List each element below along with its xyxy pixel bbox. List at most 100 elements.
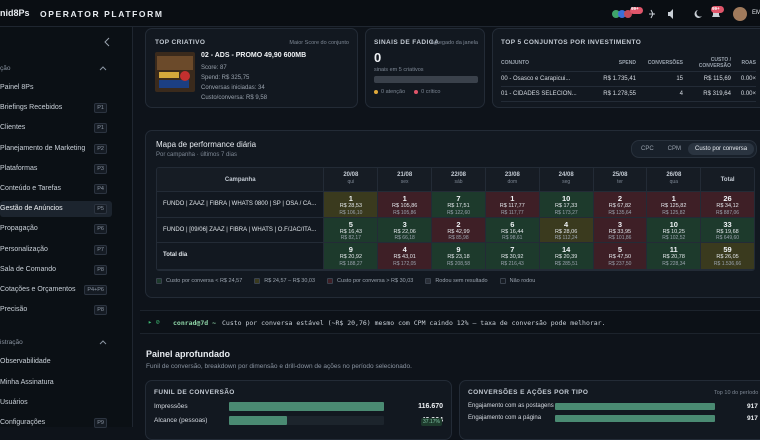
cost-per-conversion: R$ 105,86: [391, 203, 418, 209]
section-chevron[interactable]: [99, 339, 107, 346]
heatmap-cell[interactable]: 4 R$ 28,06 R$ 112,24: [538, 217, 593, 242]
weekday: ter: [617, 179, 623, 185]
column-header: ROAS: [741, 60, 756, 66]
heatmap-cell[interactable]: 1 R$ 105,86 R$ 105,86: [377, 192, 432, 217]
nav-item[interactable]: Personalização P7: [0, 242, 112, 258]
heatmap-cell[interactable]: 1 R$ 117,77 R$ 117,77: [484, 192, 539, 217]
heatmap-cell[interactable]: 1 R$ 125,82 R$ 125,82: [646, 192, 701, 217]
section-chevron[interactable]: [99, 65, 107, 72]
nav-item[interactable]: Conteúdo e Tarefas P4: [0, 181, 112, 197]
legend-item: 0 crítico: [414, 89, 440, 95]
card-title: TOP 5 CONJUNTOS POR INVESTIMENTO: [501, 39, 642, 46]
nav-item[interactable]: Clientes P1: [0, 120, 112, 136]
column-header: Campanha: [224, 177, 256, 183]
date: 26/08: [666, 172, 682, 178]
weekday: seg: [562, 179, 571, 185]
spend: R$ 135,64: [608, 209, 632, 216]
date-header: 23/08 dom: [484, 168, 539, 191]
weekday: sáb: [454, 179, 463, 185]
user-initials[interactable]: EM: [752, 10, 760, 16]
conversions: 26: [723, 194, 732, 203]
heatmap-cell[interactable]: 7 R$ 30,92 R$ 216,43: [484, 243, 539, 269]
column-header: SPEND: [618, 60, 636, 66]
heatmap-cell[interactable]: 11 R$ 20,78 R$ 228,34: [646, 243, 701, 269]
weekday: sex: [400, 179, 409, 185]
card-title: CONVERSÕES E AÇÕES POR TIPO: [468, 389, 589, 396]
nav-item[interactable]: Painel 8Ps: [0, 80, 112, 96]
cost-per-conversion: R$ 10,25: [662, 228, 685, 235]
nav-item[interactable]: Precisão P8: [0, 302, 112, 318]
legend-swatch: [499, 278, 506, 284]
nav-section-title: istração: [0, 339, 23, 347]
toggle-option[interactable]: CPM: [667, 146, 682, 152]
nav-shortcut: P2: [94, 143, 107, 154]
top-bar: nid8Ps OPERATOR PLATFORM 99+ 99+ EM: [0, 0, 760, 27]
heatmap-cell[interactable]: 10 R$ 10,25 R$ 102,52: [646, 217, 701, 242]
conversions: 11: [669, 245, 678, 254]
nav-item[interactable]: Gestão de Anúncios P5: [0, 201, 112, 218]
heatmap-cell[interactable]: 4 R$ 43,01 R$ 172,05: [377, 243, 432, 269]
heatmap-cell[interactable]: 26 R$ 34,12 R$ 887,06: [700, 192, 754, 217]
nav-item[interactable]: Planejamento de Marketing P2: [0, 141, 112, 157]
creative-stat: Score: 87: [201, 65, 227, 71]
heatmap-cell[interactable]: 10 R$ 17,33 R$ 173,27: [538, 192, 593, 217]
toggle-option[interactable]: Custo por conversa: [688, 143, 755, 155]
top-sets-card: TOP 5 CONJUNTOS POR INVESTIMENTO CONJUNT…: [492, 28, 760, 108]
heatmap-cell[interactable]: 9 R$ 20,92 R$ 188,27: [323, 243, 378, 269]
nav-item[interactable]: Propagação P6: [0, 221, 112, 237]
nav-item[interactable]: Briefings Recebidos P1: [0, 100, 112, 116]
nav-label: Propagação: [0, 225, 38, 233]
heatmap-cell[interactable]: 5 R$ 16,43 R$ 82,17: [323, 217, 378, 242]
heatmap-cell[interactable]: 6 R$ 16,44 R$ 98,61: [484, 217, 539, 242]
spend: R$ 887,06: [716, 209, 740, 216]
legend-label: Custo por conversa < R$ 24,57: [166, 278, 243, 284]
heatmap-cell[interactable]: 14 R$ 20,39 R$ 285,51: [538, 243, 593, 269]
funnel-track: [229, 402, 384, 411]
weekday: qui: [347, 179, 355, 185]
heatmap-cell[interactable]: 1 R$ 28,53 R$ 106,10: [323, 192, 378, 217]
toggle-option[interactable]: CPC: [641, 146, 654, 152]
nav-item[interactable]: Minha Assinatura: [0, 375, 112, 391]
nav-label: Precisão: [0, 306, 28, 314]
heatmap-cell[interactable]: 9 R$ 23,18 R$ 208,58: [431, 243, 485, 269]
spend: R$ 173,27: [554, 209, 578, 216]
nav-label: Sala de Comando: [0, 265, 57, 273]
collapse-icon[interactable]: [103, 37, 111, 47]
nav-item[interactable]: Configurações P9: [0, 415, 112, 431]
prompt-user: conrad@7d ~: [173, 319, 217, 327]
table-cell: R$ 1.735,41: [603, 76, 636, 82]
legend-swatch: [254, 278, 261, 284]
conversions: 6: [510, 219, 515, 229]
card-note: Top 10 do período: [714, 390, 759, 396]
heatmap-cell[interactable]: 33 R$ 19,68 R$ 649,60: [700, 217, 754, 242]
cost-per-conversion: R$ 17,33: [554, 203, 578, 209]
date: 21/08: [397, 172, 413, 178]
spend: R$ 106,10: [339, 209, 363, 216]
legend-swatch: [156, 278, 162, 284]
spend: R$ 82,17: [340, 235, 361, 241]
action-value: 917: [747, 403, 758, 410]
heatmap-cell[interactable]: 2 R$ 67,82 R$ 135,64: [592, 192, 647, 217]
heatmap-cell[interactable]: 7 R$ 17,51 R$ 122,60: [431, 192, 485, 217]
conversions: 4: [564, 219, 569, 229]
funnel-label: Impressões: [154, 403, 188, 410]
nav-item[interactable]: Usuários: [0, 395, 112, 411]
heatmap-cell[interactable]: 5 R$ 47,50 R$ 237,50: [592, 243, 647, 269]
heatmap-cell[interactable]: 3 R$ 33,95 R$ 101,86: [592, 217, 647, 242]
heatmap-cell[interactable]: 2 R$ 42,99 R$ 85,98: [431, 217, 485, 242]
action-label: Engajamento com a página: [468, 415, 542, 421]
table-cell: 4: [679, 91, 683, 97]
nav-item[interactable]: Plataformas P3: [0, 161, 112, 177]
nav-label: Plataformas: [0, 164, 38, 172]
date: Total: [720, 177, 735, 183]
nav-item[interactable]: Observabilidade: [0, 354, 112, 370]
heatmap-cell[interactable]: 59 R$ 26,05 R$ 1.536,66: [700, 243, 754, 269]
heatmap-cell[interactable]: 3 R$ 22,06 R$ 66,18: [377, 217, 432, 242]
column-header: CONJUNTO: [501, 60, 529, 66]
cost-per-conversion: R$ 34,12: [716, 203, 739, 209]
weekday: qua: [669, 179, 678, 185]
spend: R$ 112,24: [554, 235, 578, 241]
nav-item[interactable]: Cotações e Orçamentos P4+P6: [0, 282, 112, 298]
heatmap-row: FUNDO | [09/06] ZAAZ | FIBRA | WHATS | O…: [157, 217, 754, 243]
nav-item[interactable]: Sala de Comando P8: [0, 262, 112, 278]
